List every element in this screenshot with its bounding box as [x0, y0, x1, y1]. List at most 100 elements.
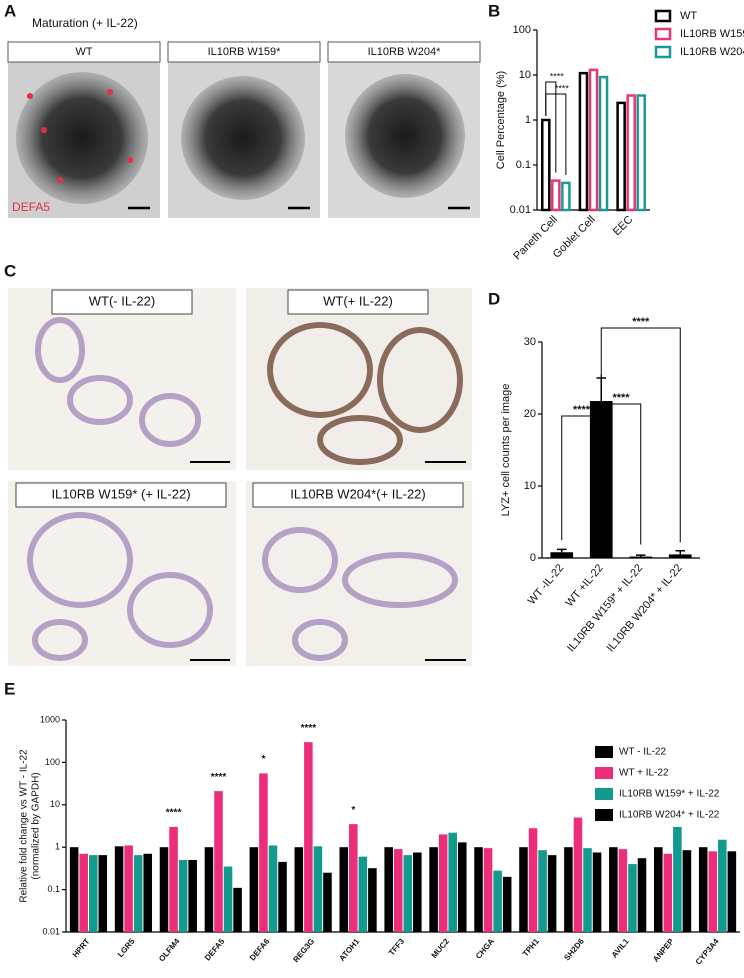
significance-label: ****: [301, 723, 317, 734]
bar: [413, 852, 422, 932]
legend-swatch: [595, 788, 613, 800]
bar: [550, 552, 574, 558]
error-bar: [636, 554, 646, 557]
bar: [616, 101, 626, 212]
y-tick-label: 10: [524, 480, 536, 492]
significance-label: *: [261, 754, 265, 765]
bar: [618, 849, 628, 932]
significance-label: ****: [632, 316, 650, 328]
x-tick-label: EEC: [611, 214, 636, 239]
bar: [143, 853, 152, 932]
bar: [429, 847, 438, 932]
bar: [718, 839, 727, 932]
y-tick-label: 1: [525, 114, 531, 126]
y-tick-label: 30: [524, 336, 536, 348]
legend-swatch: [654, 45, 672, 59]
legend-swatch: [595, 809, 613, 821]
y-tick-label: 0.1: [47, 884, 60, 894]
bar: [592, 852, 602, 932]
x-tick-label: CYP3A4: [694, 936, 721, 966]
bar: [727, 851, 737, 932]
bar: [323, 872, 332, 932]
y-tick-label: 1: [55, 842, 60, 852]
bar: [583, 848, 592, 932]
x-tick-label: ANPEP: [651, 936, 676, 963]
x-tick-label: WT -IL-22: [526, 562, 566, 607]
bar: [682, 850, 692, 932]
y-tick-label: 1000: [40, 714, 60, 724]
bar: [384, 847, 393, 932]
x-tick-label: TFF3: [387, 936, 407, 957]
x-tick-label: OLFM4: [157, 936, 182, 963]
error-bar: [557, 548, 567, 553]
x-tick-label: IL10RB W159* + IL-22: [565, 562, 645, 654]
bar: [268, 845, 278, 932]
legend-label: IL10RB W204* + IL-22: [619, 810, 720, 821]
significance-label: ****: [612, 392, 630, 404]
bar: [561, 181, 571, 212]
bar: [493, 870, 502, 932]
bar: [629, 556, 653, 558]
legend-label: WT + IL-22: [619, 768, 669, 779]
x-tick-label: IL10RB W204* + IL-22: [605, 562, 685, 654]
bar: [708, 851, 718, 932]
y-tick-label: 100: [513, 24, 531, 36]
bar: [588, 68, 599, 212]
x-tick-label: REG3G: [291, 937, 316, 964]
bar: [178, 859, 188, 932]
image-label: IL10RB W159* (+ IL-22): [51, 486, 190, 501]
bar: [502, 876, 512, 932]
x-tick-label: SH2D6: [562, 936, 586, 962]
bar: [663, 853, 673, 932]
image-label: WT(+ IL-22): [323, 293, 393, 308]
panel-letter: A: [4, 1, 16, 20]
significance-label: *: [351, 805, 355, 816]
bar: [393, 849, 403, 932]
bar: [551, 179, 561, 212]
significance-label: ****: [211, 772, 227, 783]
bar: [169, 826, 178, 932]
stain-label: DEFA5: [12, 200, 50, 214]
y-axis-label: Cell Percentage (%): [495, 71, 507, 169]
bar: [654, 847, 663, 932]
x-tick-label: WT +IL-22: [563, 562, 605, 609]
bar: [159, 847, 169, 932]
bar: [578, 71, 589, 212]
bar: [538, 850, 547, 932]
legend-label: WT - IL-22: [619, 747, 666, 758]
bar: [457, 842, 467, 932]
bar: [564, 847, 573, 932]
significance-label: ****: [166, 808, 182, 819]
y-tick-label: 0.01: [510, 204, 531, 216]
y-axis-label: LYZ+ cell counts per image: [500, 384, 512, 517]
bar: [294, 847, 304, 932]
error-bar: [675, 550, 685, 555]
bar: [214, 791, 223, 932]
significance-bracket: [600, 327, 681, 543]
bar: [204, 847, 214, 932]
y-tick-label: 20: [524, 408, 536, 420]
bar: [249, 847, 259, 932]
y-axis-label: Relative fold change vs WT - IL-22: [19, 749, 30, 903]
bar: [88, 855, 98, 932]
bar: [698, 847, 708, 932]
x-tick-label: MUC2: [430, 936, 452, 960]
y-axis-label: (normalized by GAPDH): [31, 772, 42, 879]
legend-label: IL10RB W159* + IL-22: [619, 789, 720, 800]
y-tick-label: 10: [50, 799, 60, 809]
bar: [673, 826, 682, 932]
y-tick-label: 100: [45, 757, 60, 767]
x-tick-label: DEFA6: [248, 936, 272, 962]
bar: [313, 846, 323, 932]
bar: [278, 861, 287, 932]
bar: [628, 864, 637, 932]
significance-bracket: [600, 374, 642, 545]
image-panel: [8, 288, 472, 666]
bar: [541, 118, 551, 212]
x-tick-label: TPH1: [521, 936, 541, 958]
bar: [223, 866, 233, 932]
image-label: WT: [75, 46, 92, 58]
bar: [573, 817, 583, 932]
significance-label: ****: [555, 83, 570, 93]
